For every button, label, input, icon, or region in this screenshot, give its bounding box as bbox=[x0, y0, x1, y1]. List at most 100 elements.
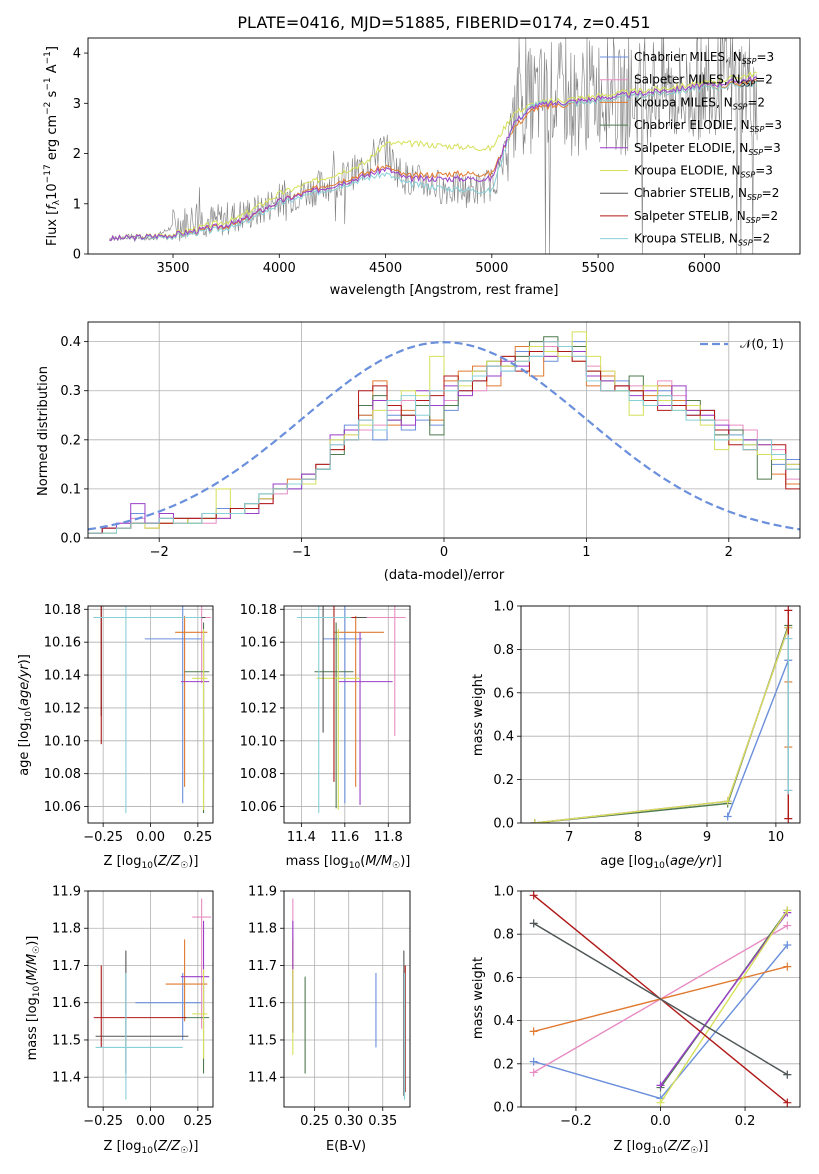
weight-marker-kroupa_elodie bbox=[656, 1098, 665, 1107]
y-tick-label: 1.0 bbox=[493, 600, 514, 615]
x-tick-label: 0 bbox=[440, 545, 448, 560]
weight-marker-chabrier_miles bbox=[783, 941, 792, 949]
x-tick-label: 5500 bbox=[582, 261, 615, 276]
legend-label-chabrier_stelib: Chabrier STELIB, NSSP=2 bbox=[634, 186, 779, 202]
legend-label-chabrier_elodie: Chabrier ELODIE, NSSP=3 bbox=[634, 118, 782, 134]
residuals-panel: −2 −1 0 1 2 0.0 0.1 0.2 0.3 0.4 𝒩(0, 1) bbox=[60, 321, 801, 560]
y-tick-label: 10.18 bbox=[44, 603, 81, 618]
y-tick-label: 11.9 bbox=[248, 885, 277, 900]
axes-frame bbox=[520, 605, 801, 824]
y-tick-label: 10.10 bbox=[44, 734, 81, 749]
residuals-xlabel: (data-model)/error bbox=[384, 568, 505, 583]
axes-frame bbox=[87, 890, 214, 1108]
x-tick-label: 0.25 bbox=[183, 1114, 212, 1129]
weight-line-chabrier_miles bbox=[727, 660, 789, 817]
y-tick-label: 1 bbox=[73, 197, 81, 212]
residuals-ylabel: Normed distribution bbox=[36, 366, 51, 496]
y-tick-label: 10.14 bbox=[44, 669, 81, 684]
y-tick-label: 10.06 bbox=[240, 800, 277, 815]
weight-marker-kroupa_stelib bbox=[784, 786, 793, 795]
weight-line-salpeter_elodie bbox=[534, 627, 789, 823]
x-tick-label: −0.25 bbox=[83, 830, 123, 845]
weight-marker-salpeter_stelib bbox=[784, 606, 793, 615]
axes-frame bbox=[87, 605, 214, 824]
y-tick-label: 10.16 bbox=[44, 636, 81, 651]
x-tick-label: 0.25 bbox=[183, 830, 212, 845]
y-tick-label: 0.4 bbox=[493, 1014, 514, 1029]
y-tick-label: 11.8 bbox=[248, 922, 277, 937]
weight-marker-chabrier_stelib bbox=[529, 919, 538, 928]
x-tick-label: 2 bbox=[725, 545, 733, 560]
weight-marker-salpeter_stelib bbox=[784, 814, 793, 823]
y-tick-label: 2 bbox=[73, 147, 81, 162]
y-tick-label: 0.3 bbox=[60, 384, 81, 399]
x-tick-label: 8 bbox=[634, 830, 642, 845]
age-Z-xlabel: Z [log10(Z/Z☉)] bbox=[104, 854, 199, 871]
figure-title: PLATE=0416, MJD=51885, FIBERID=0174, z=0… bbox=[237, 13, 650, 32]
y-tick-label: 11.5 bbox=[52, 1033, 81, 1048]
x-tick-label: 0.0 bbox=[650, 1114, 671, 1129]
y-tick-label: 11.9 bbox=[52, 885, 81, 900]
normal-distribution-curve bbox=[88, 341, 800, 531]
model-kroupa_elodie-line bbox=[109, 71, 758, 242]
x-tick-label: 7 bbox=[565, 830, 573, 845]
x-tick-label: 1 bbox=[582, 545, 590, 560]
weight-age-ylabel: mass weight bbox=[471, 674, 486, 756]
y-tick-label: 0.0 bbox=[493, 1101, 514, 1116]
legend-label-salpeter_stelib: Salpeter STELIB, NSSP=2 bbox=[634, 209, 778, 225]
x-tick-label: 0.2 bbox=[735, 1114, 756, 1129]
x-tick-label: −2 bbox=[150, 545, 169, 560]
normal-legend-label: 𝒩(0, 1) bbox=[740, 337, 784, 351]
axes-frame bbox=[520, 890, 801, 1108]
weight-vs-metallicity-panel: −0.2 0.0 0.2 0.0 0.2 0.4 0.6 0.8 1.0 bbox=[493, 885, 801, 1129]
x-tick-label: 5000 bbox=[475, 261, 508, 276]
y-tick-label: 11.7 bbox=[248, 959, 277, 974]
x-tick-label: 0.35 bbox=[368, 1114, 397, 1129]
legend-label-kroupa_stelib: Kroupa STELIB, NSSP=2 bbox=[634, 232, 770, 248]
legend-label-kroupa_miles: Kroupa MILES, NSSP=2 bbox=[634, 95, 765, 111]
x-tick-label: 0.00 bbox=[136, 1114, 165, 1129]
weight-marker-kroupa_elodie bbox=[783, 906, 792, 915]
age-vs-metallicity-panel: −0.25 0.00 0.25 10.06 10.08 10.10 10.12 10.14 10… bbox=[44, 603, 214, 845]
x-tick-label: 3500 bbox=[156, 261, 189, 276]
mass-ebv-xlabel: E(B-V) bbox=[326, 1139, 366, 1154]
y-tick-label: 10.12 bbox=[240, 701, 277, 716]
x-tick-label: −1 bbox=[292, 545, 311, 560]
mass-vs-metallicity-panel: −0.25 0.00 0.25 11.4 11.5 11.6 11.7 11.8 11.9 bbox=[52, 885, 214, 1129]
y-tick-label: 0.1 bbox=[60, 482, 81, 497]
axes-frame bbox=[87, 321, 801, 539]
x-tick-label: 11.4 bbox=[287, 830, 316, 845]
x-tick-label: 0.00 bbox=[136, 830, 165, 845]
weight-marker-salpeter_miles bbox=[529, 1068, 538, 1077]
y-tick-label: 10.12 bbox=[44, 701, 81, 716]
y-tick-label: 11.4 bbox=[52, 1071, 81, 1086]
spectrum-ylabel: Flux [fλ10−17 erg cm−2 s−1 A−1] bbox=[43, 46, 62, 246]
y-tick-label: 10.16 bbox=[240, 636, 277, 651]
weight-marker-chabrier_stelib bbox=[783, 1070, 792, 1079]
y-tick-label: 11.7 bbox=[52, 959, 81, 974]
x-tick-label: 6000 bbox=[688, 261, 721, 276]
x-tick-label: 4500 bbox=[369, 261, 402, 276]
weight-line-chabrier_stelib bbox=[533, 922, 788, 1076]
axes-frame bbox=[283, 605, 411, 824]
weight-marker-kroupa_elodie bbox=[530, 819, 539, 823]
y-tick-label: 0.4 bbox=[60, 335, 81, 350]
axes-frame bbox=[283, 890, 411, 1108]
legend-label-chabrier_miles: Chabrier MILES, NSSP=3 bbox=[634, 50, 774, 66]
y-tick-label: 11.6 bbox=[248, 996, 277, 1011]
weight-vs-age-panel: 7 8 9 10 0.0 0.2 0.4 0.6 0.8 1.0 bbox=[493, 600, 801, 845]
mass-vs-ebv-panel: 0.25 0.30 0.35 11.4 11.5 11.6 11.7 11.8 11.9 bbox=[248, 885, 411, 1129]
legend-label-salpeter_miles: Salpeter MILES, NSSP=2 bbox=[634, 73, 773, 89]
weight-marker-salpeter_stelib bbox=[529, 891, 538, 900]
weight-Z-ylabel: mass weight bbox=[471, 957, 486, 1039]
axes-frame bbox=[87, 37, 801, 255]
legend-label-salpeter_elodie: Salpeter ELODIE, NSSP=3 bbox=[634, 141, 781, 157]
y-tick-label: 11.5 bbox=[248, 1033, 277, 1048]
y-tick-label: 1.0 bbox=[493, 885, 514, 900]
y-tick-label: 10.08 bbox=[240, 767, 277, 782]
y-tick-label: 0.0 bbox=[60, 532, 81, 547]
y-tick-label: 0.2 bbox=[60, 433, 81, 448]
y-tick-label: 10.06 bbox=[44, 800, 81, 815]
